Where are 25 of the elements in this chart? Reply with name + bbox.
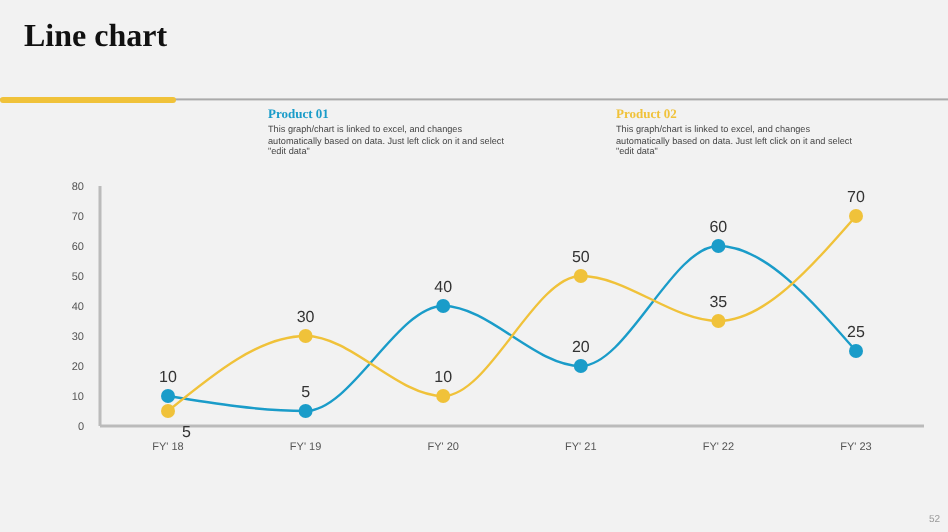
point xyxy=(711,239,726,253)
point xyxy=(849,344,863,358)
point xyxy=(161,389,175,403)
data-label: 10 xyxy=(434,368,454,386)
point xyxy=(711,314,726,328)
data-label: 30 xyxy=(296,308,316,326)
point xyxy=(161,404,175,418)
point xyxy=(298,404,313,418)
data-label: 70 xyxy=(847,188,866,206)
data-label: 5 xyxy=(301,383,312,401)
point xyxy=(849,209,863,223)
data-label: 35 xyxy=(709,293,729,311)
data-label: 5 xyxy=(182,423,192,441)
data-label: 60 xyxy=(709,218,729,236)
data-label: 40 xyxy=(434,278,454,296)
data-label: 50 xyxy=(571,248,591,266)
point xyxy=(573,269,588,283)
data-label: 10 xyxy=(159,368,178,386)
data-label: 25 xyxy=(847,323,866,341)
chart-title: Line chart xyxy=(24,20,168,56)
point xyxy=(573,359,588,373)
point xyxy=(436,389,451,403)
data-label: 20 xyxy=(571,338,591,356)
point xyxy=(298,329,313,343)
point xyxy=(436,299,451,313)
